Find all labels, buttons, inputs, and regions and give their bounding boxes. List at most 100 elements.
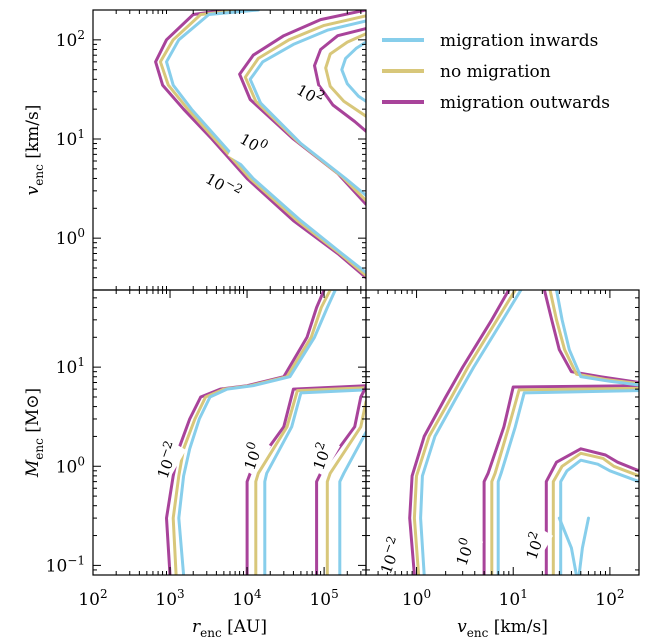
bottom-left-xtick-label-exp: 4 <box>254 587 262 601</box>
axis-label-subscript: enc <box>32 164 46 186</box>
contour-label-base: 10 <box>241 448 264 472</box>
axis-label-subscript: enc <box>200 626 222 639</box>
contour-label-background <box>447 531 484 572</box>
contour-label-base: 10 <box>453 544 476 568</box>
bottom-right-frame <box>365 289 640 576</box>
bottom-right-xtick-label: 101 <box>499 587 528 610</box>
axis-label-subscript: enc <box>467 626 489 639</box>
bottom-right-xtick-label: 100 <box>402 587 431 610</box>
bottom-right-xtick-label: 102 <box>595 587 624 610</box>
bottom-left-xtick-label-base: 10 <box>155 590 177 610</box>
bottom-left-ytick-label-exp: 0 <box>77 454 85 468</box>
bottom-right-xtick-label-exp: 0 <box>424 587 432 601</box>
top-left-y-axis-label: venc [km/s] <box>23 105 46 196</box>
bottom-left-ytick-label-base: 10 <box>56 457 78 477</box>
top-left-contour-no-migration <box>158 10 366 277</box>
bottom-left-ytick-label-exp: −1 <box>67 553 85 567</box>
bottom-right-contour-migration-outwards <box>408 290 511 575</box>
bottom-left-xtick-label: 105 <box>309 587 338 610</box>
top-left-contour-migration-outwards <box>313 27 366 133</box>
bottom-left-contour-no-migration <box>325 400 366 575</box>
bottom-left-frame <box>92 289 367 576</box>
top-left-contour-no-migration <box>324 32 366 118</box>
top-left-contour-migration-inwards <box>248 19 366 197</box>
axis-label-symbol: M <box>23 459 43 478</box>
top-left-ytick-label-exp: 0 <box>77 226 85 240</box>
legend: migration inwards no migration migration o… <box>382 31 610 113</box>
top-left-ytick-label-exp: 2 <box>77 28 85 42</box>
bottom-left-contour-no-migration <box>171 290 332 575</box>
axis-label-symbol: v <box>23 185 43 195</box>
axis-label-unit: [AU] <box>222 617 267 637</box>
top-left-ytick-label: 100 <box>56 226 85 249</box>
contour-label: 100 <box>449 535 479 568</box>
bottom-right-xtick-label-base: 10 <box>499 590 521 610</box>
bottom-right-series <box>408 290 639 575</box>
bottom-right-contour-migration-inwards <box>559 458 639 575</box>
top-left-ytick-label: 101 <box>56 127 85 150</box>
contour-label-base: 10 <box>377 552 400 576</box>
top-left-ytick-label-exp: 1 <box>77 127 85 141</box>
contour-label-exp: 0 <box>243 440 259 452</box>
axis-label-unit: [km/s] <box>23 105 43 165</box>
bottom-left-xtick-label: 102 <box>78 587 107 610</box>
contour-label: 102 <box>306 440 336 473</box>
top-left-contour-migration-inwards <box>340 40 366 103</box>
legend-label-migration-inwards: migration inwards <box>440 31 598 51</box>
bottom-right-contour-migration-inwards <box>496 389 639 575</box>
bottom-left-xtick-label: 103 <box>155 587 184 610</box>
bottom-left-contour-migration-inwards <box>177 290 337 575</box>
bottom-left-contour-no-migration <box>254 386 366 575</box>
top-left-ytick-label-base: 10 <box>56 229 78 249</box>
bottom-right-contour-labels: 10−2 100 102 <box>374 525 554 576</box>
axis-label-symbol: v <box>457 617 467 637</box>
bottom-left-contour-migration-inwards <box>263 388 366 575</box>
contour-label-base: 10 <box>310 448 333 472</box>
top-left-series <box>154 10 366 280</box>
bottom-left-xtick-label-base: 10 <box>309 590 331 610</box>
contour-label-background <box>517 525 554 566</box>
contour-label: 100 <box>237 440 267 473</box>
contour-label-background <box>284 76 320 117</box>
bottom-left-x-axis-label: renc [AU] <box>192 617 267 639</box>
contour-label-background <box>374 534 410 575</box>
contour-label-exp: 2 <box>525 529 541 541</box>
bottom-left-contour-migration-outwards <box>165 290 326 575</box>
top-left-ytick-label-base: 10 <box>56 31 78 51</box>
bottom-right-contour-migration-outwards <box>482 384 639 575</box>
bottom-right-x-axis-label: venc [km/s] <box>457 617 548 639</box>
top-left-ytick-label: 102 <box>56 28 85 51</box>
contour-label-base: 10 <box>154 457 177 481</box>
contour-label-background <box>227 125 264 166</box>
bottom-left-xtick-label: 104 <box>232 587 262 610</box>
bottom-left-ytick-label-exp: 1 <box>77 355 85 369</box>
contour-label-exp: 2 <box>312 440 328 452</box>
axis-label-subscript: enc <box>32 438 46 460</box>
bottom-right-xtick-label-base: 10 <box>402 590 424 610</box>
bottom-left-y-axis-label: Menc [M⊙] <box>23 388 46 478</box>
bottom-right-contour-no-migration <box>412 290 517 575</box>
contour-label: 10−2 <box>150 439 183 481</box>
bottom-right-contour-migration-inwards <box>557 516 578 575</box>
bottom-left-ytick-label-base: 10 <box>56 358 78 378</box>
bottom-right-contour-migration-inwards <box>555 290 639 387</box>
bottom-right-contour-migration-outwards <box>544 447 639 575</box>
bottom-left-xtick-label-base: 10 <box>232 590 254 610</box>
bottom-left-xtick-label-exp: 5 <box>331 587 339 601</box>
bottom-right-contour-migration-inwards <box>577 516 590 575</box>
contour-label-background <box>150 439 187 480</box>
bottom-left-series <box>165 290 366 575</box>
bottom-left-xtick-label-exp: 3 <box>177 587 185 601</box>
top-left-contour-migration-outwards <box>154 10 366 280</box>
axis-label-unit: [km/s] <box>488 617 548 637</box>
bottom-right-xtick-label-base: 10 <box>595 590 617 610</box>
bottom-left-xtick-label-exp: 2 <box>100 587 108 601</box>
contour-label-exp: −2 <box>380 534 399 555</box>
bottom-left-ytick-label: 100 <box>56 454 85 477</box>
bottom-left-ytick-label-base: 10 <box>46 556 68 576</box>
contour-label-base: 10 <box>522 538 545 562</box>
